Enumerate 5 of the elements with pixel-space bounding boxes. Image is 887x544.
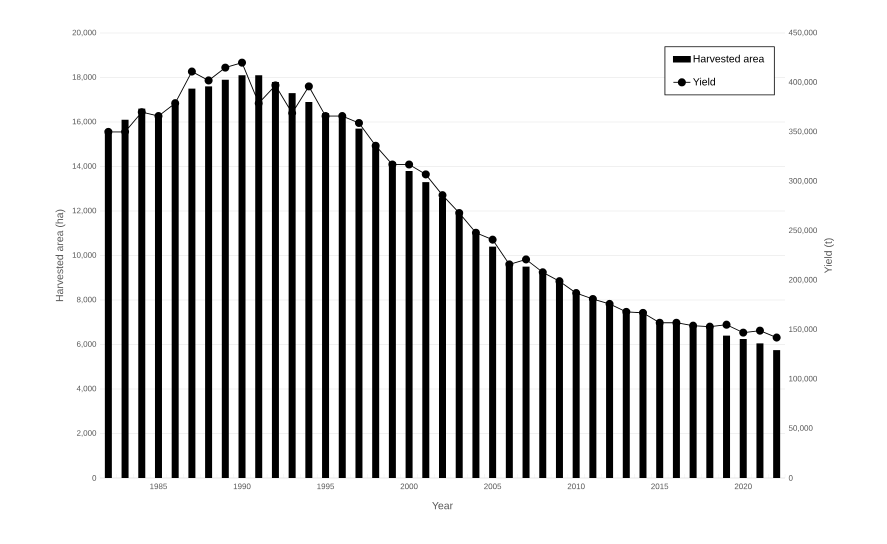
x-axis-title: Year — [432, 502, 453, 510]
y2-axis-title: Yield (t) — [824, 238, 834, 274]
legend-label: Yield — [693, 78, 716, 86]
legend-label: Harvested area — [694, 54, 764, 62]
y-axis-title: Harvested area (ha) — [56, 210, 66, 302]
